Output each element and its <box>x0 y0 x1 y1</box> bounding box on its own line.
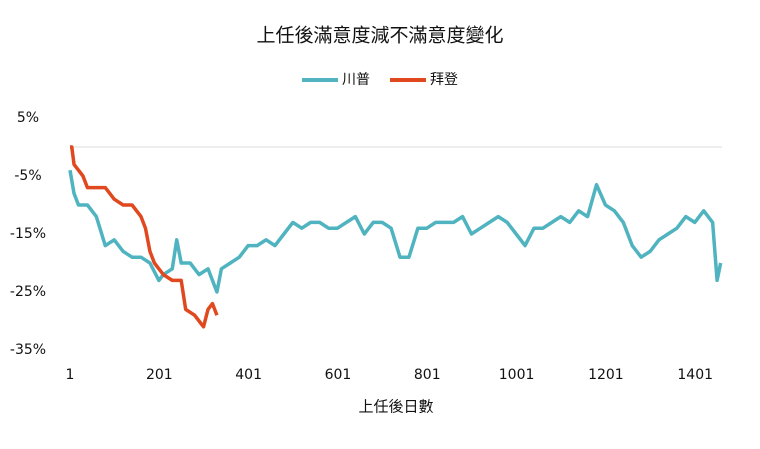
legend-label: 拜登 <box>430 72 458 88</box>
x-tick-label: 201 <box>146 367 173 383</box>
legend-label: 川普 <box>342 72 370 88</box>
x-tick-label: 1 <box>66 367 75 383</box>
x-tick-label: 401 <box>235 367 262 383</box>
x-tick-label: 801 <box>414 367 441 383</box>
line-series <box>68 169 723 294</box>
y-tick-label: -5% <box>14 168 41 184</box>
y-tick-label: -25% <box>10 284 46 300</box>
y-tick-label: -35% <box>10 342 46 358</box>
line-series <box>70 145 219 329</box>
x-tick-label: 601 <box>325 367 352 383</box>
x-axis-label: 上任後日數 <box>358 398 433 416</box>
y-tick-label: -15% <box>10 226 46 242</box>
y-tick-label: 5% <box>17 110 39 126</box>
x-tick-label: 1201 <box>588 367 624 383</box>
chart-title: 上任後滿意度減不滿意度變化 <box>256 25 503 47</box>
x-tick-label: 1001 <box>499 367 535 383</box>
x-tick-label: 1401 <box>677 367 713 383</box>
